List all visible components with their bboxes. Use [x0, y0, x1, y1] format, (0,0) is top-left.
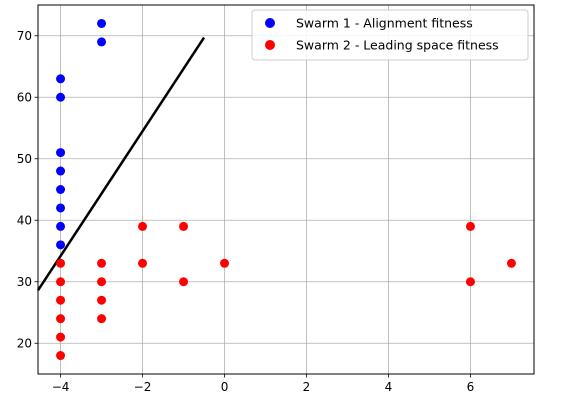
point-swarm-1 [56, 148, 66, 158]
data-points [56, 18, 516, 361]
point-swarm-1 [56, 74, 66, 84]
point-swarm-2 [179, 277, 189, 287]
grid-lines [38, 5, 534, 374]
point-swarm-1 [97, 37, 107, 47]
point-swarm-2 [465, 221, 475, 231]
fit-line [36, 36, 206, 292]
y-tick-label: 50 [17, 152, 32, 166]
x-tick-label: 0 [221, 380, 229, 394]
fit-line-group [36, 36, 206, 292]
x-tick-label: −4 [52, 380, 70, 394]
legend-marker-swarm-2 [265, 40, 275, 50]
point-swarm-2 [220, 258, 230, 268]
legend-label-swarm-1: Swarm 1 - Alignment fitness [296, 16, 473, 31]
point-swarm-1 [56, 203, 66, 213]
point-swarm-2 [506, 258, 516, 268]
point-swarm-2 [97, 295, 107, 305]
point-swarm-2 [56, 314, 66, 324]
y-tick-label: 20 [17, 337, 32, 351]
x-tick-label: 2 [303, 380, 311, 394]
legend-marker-swarm-1 [265, 18, 275, 28]
axis-ticks: −4 −2 0 2 4 6 20 30 40 50 60 70 [17, 29, 475, 394]
y-tick-label: 40 [17, 214, 32, 228]
point-swarm-2 [179, 221, 189, 231]
y-tick-label: 60 [17, 91, 32, 105]
point-swarm-2 [56, 277, 66, 287]
legend-label-swarm-2: Swarm 2 - Leading space fitness [296, 38, 499, 53]
point-swarm-1 [56, 221, 66, 231]
x-tick-label: 4 [385, 380, 393, 394]
legend: Swarm 1 - Alignment fitness Swarm 2 - Le… [251, 9, 529, 61]
point-swarm-1 [56, 92, 66, 102]
y-tick-label: 30 [17, 275, 32, 289]
point-swarm-1 [56, 185, 66, 194]
point-swarm-1 [97, 18, 107, 28]
plot-frame [37, 4, 535, 375]
x-tick-label: −2 [134, 380, 152, 394]
point-swarm-2 [56, 258, 66, 268]
point-swarm-2 [97, 314, 107, 324]
legend-box [251, 9, 529, 61]
point-swarm-2 [56, 332, 66, 342]
point-swarm-2 [97, 258, 107, 268]
point-swarm-2 [138, 258, 148, 268]
y-tick-label: 70 [17, 29, 32, 43]
point-swarm-2 [56, 351, 66, 361]
point-swarm-2 [97, 277, 107, 287]
point-swarm-1 [56, 166, 66, 176]
point-swarm-2 [138, 221, 148, 231]
plot-area [38, 5, 534, 374]
point-swarm-2 [465, 277, 475, 287]
x-tick-label: 6 [467, 380, 475, 394]
point-swarm-1 [56, 240, 66, 250]
point-swarm-2 [56, 295, 66, 305]
